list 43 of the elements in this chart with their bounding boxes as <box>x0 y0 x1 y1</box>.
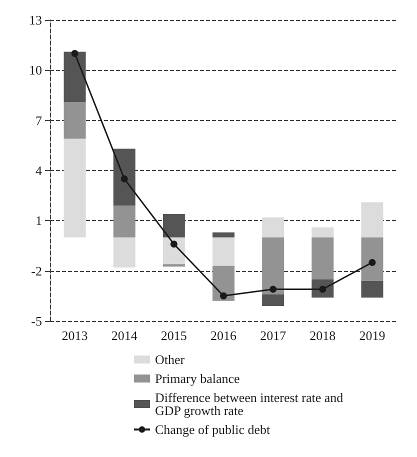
point <box>170 240 178 248</box>
x-tick-label: 2015 <box>160 328 187 343</box>
bar <box>361 237 384 281</box>
bar <box>113 148 136 206</box>
legend-label: Other <box>155 352 186 367</box>
bar <box>64 52 86 102</box>
bar <box>212 237 234 266</box>
x-tick-label: 2019 <box>359 328 386 343</box>
point <box>120 175 128 182</box>
bar <box>212 232 234 238</box>
bar <box>162 264 185 267</box>
bar <box>312 227 334 238</box>
legend-label: Primary balance <box>155 371 240 386</box>
bar <box>262 217 284 238</box>
y-tick-label: 1 <box>36 213 42 228</box>
bar <box>262 294 284 306</box>
x-tick-label: 2018 <box>310 328 336 343</box>
bar <box>212 266 234 301</box>
legend-label: Change of public debt <box>155 422 271 437</box>
bar <box>312 237 334 280</box>
bar <box>64 102 86 139</box>
y-tick-label: 7 <box>36 112 42 128</box>
bar <box>113 206 136 238</box>
y-tick-label: 10 <box>29 62 42 78</box>
bar <box>64 138 86 238</box>
x-tick-label: 2014 <box>111 328 138 343</box>
bar <box>162 214 185 238</box>
x-tick-label: 2013 <box>62 328 88 343</box>
point <box>71 50 78 57</box>
x-tick-label: 2016 <box>210 328 237 343</box>
bar <box>361 280 384 298</box>
y-tick-label: -5 <box>31 314 42 328</box>
x-tick-label: 2017 <box>260 328 287 343</box>
point <box>368 258 376 266</box>
bar <box>262 237 284 294</box>
y-tick-label: -2 <box>31 263 42 278</box>
point <box>270 286 277 293</box>
bar <box>113 237 136 268</box>
legend-label: Difference between interest rate and GDP growth rate <box>155 390 346 418</box>
bar <box>361 202 384 238</box>
point <box>220 292 227 300</box>
y-tick-label: 13 <box>29 12 42 28</box>
y-tick-label: 4 <box>36 163 42 178</box>
